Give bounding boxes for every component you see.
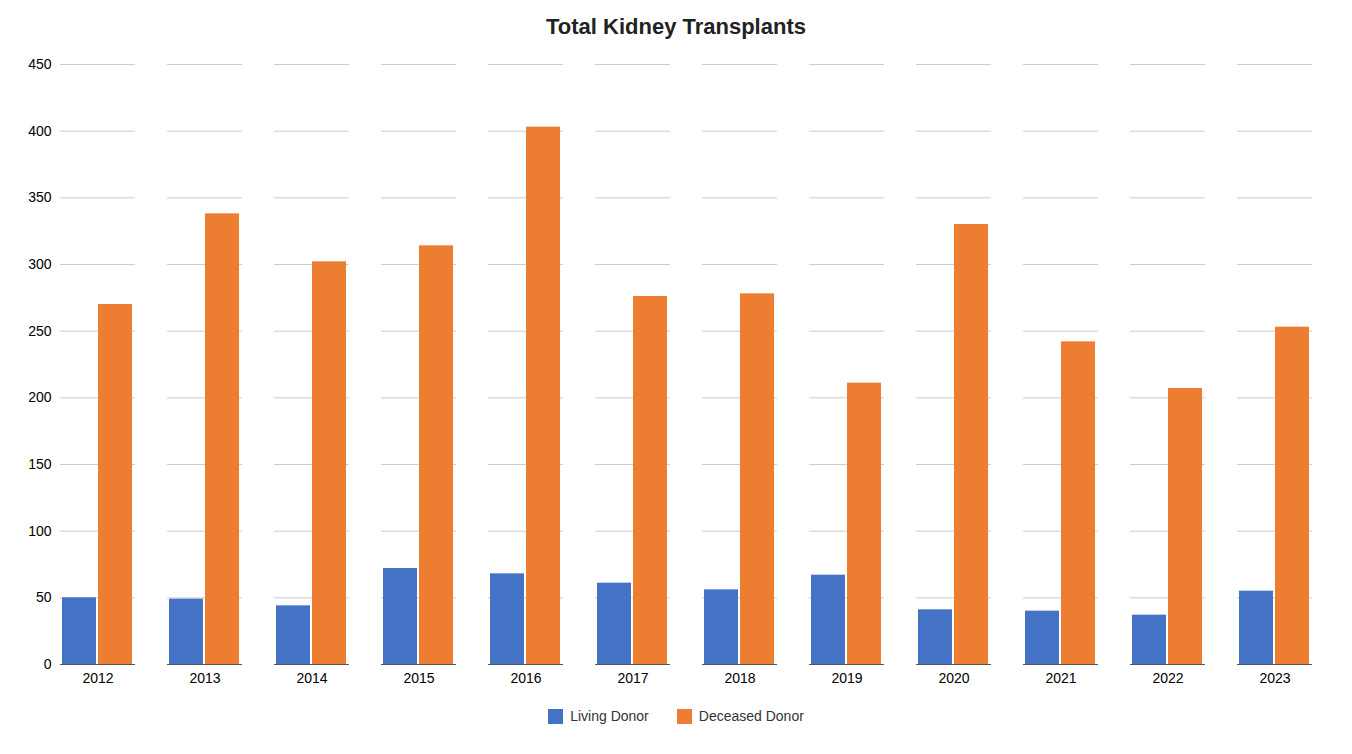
svg-text:200: 200 — [28, 389, 52, 405]
svg-text:350: 350 — [28, 189, 52, 205]
svg-text:400: 400 — [28, 123, 52, 139]
svg-text:300: 300 — [28, 256, 52, 272]
svg-text:2020: 2020 — [938, 670, 969, 686]
svg-text:0: 0 — [44, 656, 52, 672]
svg-text:150: 150 — [28, 456, 52, 472]
svg-text:2012: 2012 — [82, 670, 113, 686]
svg-text:2013: 2013 — [189, 670, 220, 686]
svg-text:2016: 2016 — [510, 670, 541, 686]
svg-text:100: 100 — [28, 523, 52, 539]
svg-text:2018: 2018 — [724, 670, 755, 686]
svg-text:450: 450 — [28, 56, 52, 72]
html-text:Total Kidney Transplants: Total Kidney Transplants — [546, 14, 806, 39]
svg-text:2014: 2014 — [296, 670, 327, 686]
html-text:Deceased Donor: Deceased Donor — [698, 708, 804, 724]
svg-text:2022: 2022 — [1152, 670, 1183, 686]
svg-text:50: 50 — [36, 589, 52, 605]
svg-text:2021: 2021 — [1045, 670, 1076, 686]
html-text:Living Donor: Living Donor — [570, 708, 649, 724]
svg-text:2019: 2019 — [831, 670, 862, 686]
svg-text:2023: 2023 — [1259, 670, 1290, 686]
svg-text:250: 250 — [28, 323, 52, 339]
svg-text:2017: 2017 — [617, 670, 648, 686]
svg-text:2015: 2015 — [403, 670, 434, 686]
